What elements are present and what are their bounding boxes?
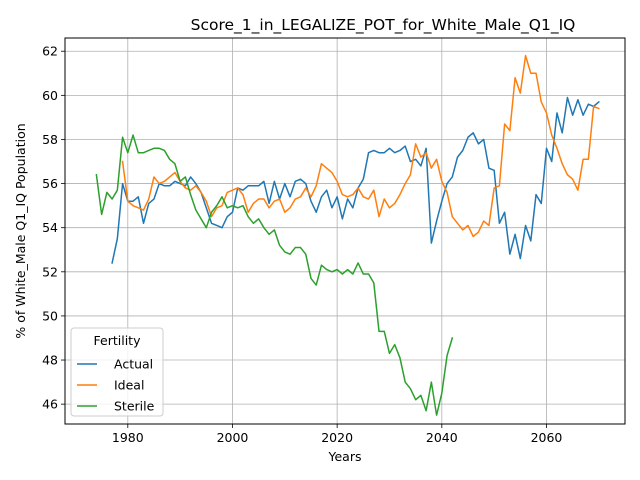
x-axis-title: Years [328,449,362,464]
x-tick-label: 2040 [426,430,458,445]
chart-title: Score_1_in_LEGALIZE_POT_for_White_Male_Q… [191,16,576,35]
y-axis: 46 48 50 52 54 56 58 60 62 [42,44,65,412]
y-tick-label: 56 [42,176,58,191]
legend-items: Actual Ideal Sterile [77,357,155,414]
x-tick-label: 2060 [531,430,563,445]
y-tick-label: 54 [42,220,58,235]
y-tick-label: 60 [42,88,58,103]
legend-label-ideal: Ideal [114,378,144,393]
y-tick-label: 50 [42,308,58,323]
y-tick-label: 62 [42,44,58,59]
y-axis-title: % of White_Male Q1_IQ Population [13,123,28,338]
plot-frame [64,37,626,425]
y-tick-label: 46 [42,397,58,412]
x-tick-label: 2020 [321,430,353,445]
series-line-sterile [95,134,454,416]
series-layer [95,54,600,416]
legend: Fertility Actual Ideal Sterile [70,327,164,417]
x-tick-label: 2000 [217,430,249,445]
legend-title: Fertility [94,333,142,348]
series-line-ideal [121,54,600,238]
x-tick-label: 1980 [112,430,144,445]
legend-label-sterile: Sterile [114,399,155,414]
y-tick-label: 48 [42,353,58,368]
legend-box [70,327,164,417]
series-line-actual [111,96,600,264]
y-tick-label: 58 [42,132,58,147]
legend-label-actual: Actual [114,357,153,372]
x-axis: 1980 2000 2020 2040 2060 [112,424,563,445]
y-tick-label: 52 [42,264,58,279]
